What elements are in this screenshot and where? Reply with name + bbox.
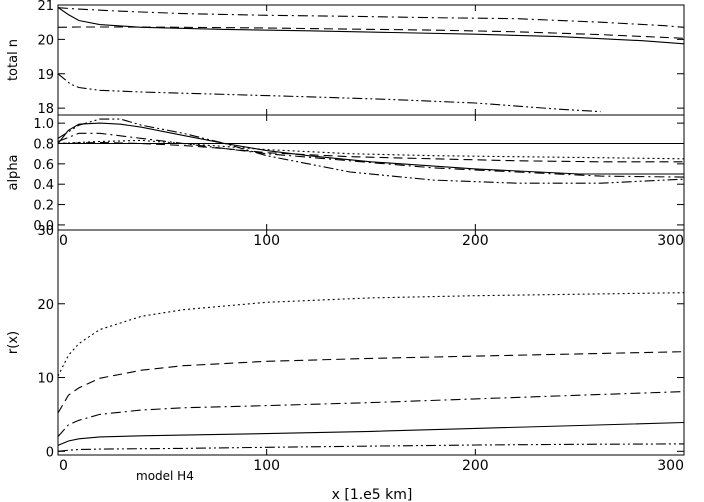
series-line-dashed <box>57 351 685 414</box>
x-tick-label: 100 <box>253 458 280 474</box>
x-tick-label: 0 <box>59 233 68 249</box>
y-tick-label: 0.4 <box>33 178 54 193</box>
panel-1: 21 20 19 18 total n <box>6 0 685 117</box>
y-tick-label: 20 <box>37 298 54 313</box>
y-tick-label: 21 <box>37 0 54 14</box>
y-tick-label: 0 <box>46 445 54 460</box>
x-tick-label: 300 <box>657 458 684 474</box>
y-tick-label: 10 <box>37 372 54 387</box>
x-tick-label: 0 <box>59 458 68 474</box>
y-axis-label: total n <box>6 39 21 81</box>
y-tick-label: 18 <box>37 102 54 117</box>
y-tick-label: 30 <box>37 224 54 239</box>
series-line-dashdotdot <box>57 443 685 452</box>
plot-frame <box>57 229 685 456</box>
y-axis-label: r(x) <box>6 331 21 354</box>
y-tick-label: 19 <box>37 68 54 83</box>
y-tick-label: 20 <box>37 33 54 48</box>
panel-2: 1.0 0.8 0.6 0.4 0.2 0.0 0 100 200 300 alpha <box>6 114 685 249</box>
model-annotation: model H4 <box>136 469 194 483</box>
series-line-dashdotdot <box>57 73 601 113</box>
series-line-solid <box>57 122 684 175</box>
y-axis-label: alpha <box>6 154 21 190</box>
y-tick-label: 0.8 <box>33 137 54 152</box>
y-tick-label: 0.0 <box>33 219 54 234</box>
series-line-dashed <box>57 141 684 163</box>
series-line-dashdot <box>57 132 685 178</box>
series-line-dashdot <box>57 7 685 28</box>
y-tick-label: 1.0 <box>33 117 54 132</box>
y-tick-label: 0.2 <box>33 199 54 214</box>
y-tick-label: 0.6 <box>33 158 54 173</box>
x-tick-label: 300 <box>657 233 684 249</box>
series-line-dotted <box>57 292 685 377</box>
x-axis-label: x [1.e5 km] <box>332 487 413 502</box>
x-tick-label: 200 <box>462 458 489 474</box>
series-line-dashdotdot <box>57 118 685 184</box>
series-line-dashdot <box>57 391 685 437</box>
series-line-solid <box>57 6 685 45</box>
series-line-dashed <box>57 26 685 39</box>
x-tick-label: 200 <box>462 233 489 249</box>
x-tick-label: 100 <box>253 233 280 249</box>
plot-frame <box>57 114 685 231</box>
series-line-solid <box>57 421 685 446</box>
